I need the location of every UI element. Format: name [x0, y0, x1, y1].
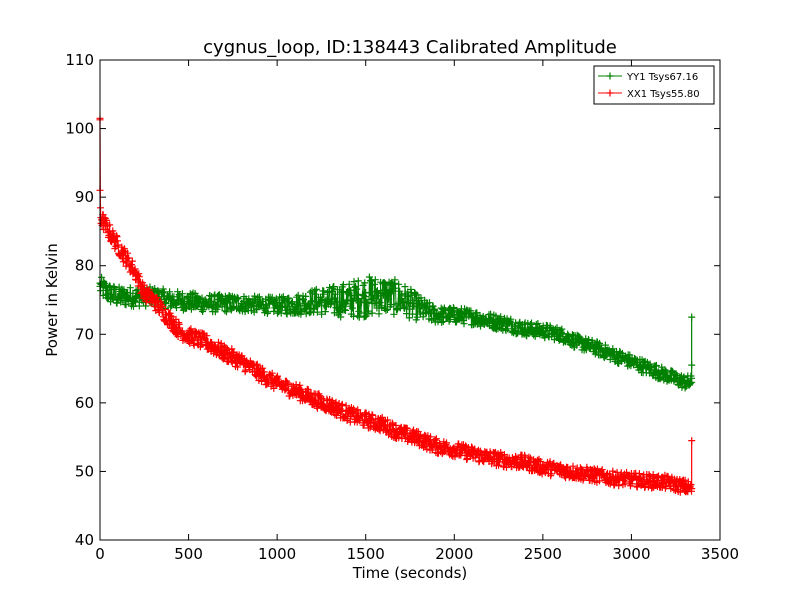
x-axis-label: Time (seconds) — [352, 564, 468, 582]
x-tick-label: 500 — [174, 545, 203, 563]
legend-label: YY1 Tsys67.16 — [626, 72, 698, 83]
legend-label: XX1 Tsys55.80 — [627, 89, 700, 100]
x-tick-label: 3000 — [612, 545, 650, 563]
y-tick-label: 90 — [75, 188, 94, 206]
plot-frame — [99, 59, 721, 541]
x-tick-label: 1000 — [258, 545, 296, 563]
legend-marker — [606, 89, 614, 97]
y-tick-label: 80 — [75, 257, 94, 275]
y-axis-label: Power in Kelvin — [43, 243, 61, 357]
y-tick-label: 40 — [75, 531, 94, 549]
x-tick-label: 3500 — [701, 545, 739, 563]
y-tick-label: 110 — [65, 51, 94, 69]
x-axis-ticks: 0 500 1000 1500 2000 2500 3000 3500 — [95, 60, 739, 563]
y-tick-label: 100 — [65, 120, 94, 138]
x-tick-label: 1500 — [347, 545, 385, 563]
chart-title: cygnus_loop, ID:138443 Calibrated Amplit… — [203, 37, 617, 58]
x-tick-label: 0 — [95, 545, 105, 563]
legend-item: XX1 Tsys55.80 — [598, 89, 700, 100]
y-tick-label: 50 — [75, 462, 94, 480]
legend: YY1 Tsys67.16 XX1 Tsys55.80 — [593, 65, 715, 105]
x-tick-label: 2000 — [435, 545, 473, 563]
y-tick-label: 60 — [75, 394, 94, 412]
legend-marker — [606, 72, 614, 80]
legend-box — [593, 65, 715, 105]
y-axis-ticks: 40 50 60 70 80 90 100 110 — [65, 51, 720, 549]
x-tick-label: 2500 — [524, 545, 562, 563]
y-tick-label: 70 — [75, 325, 94, 343]
legend-item: YY1 Tsys67.16 — [598, 72, 698, 83]
